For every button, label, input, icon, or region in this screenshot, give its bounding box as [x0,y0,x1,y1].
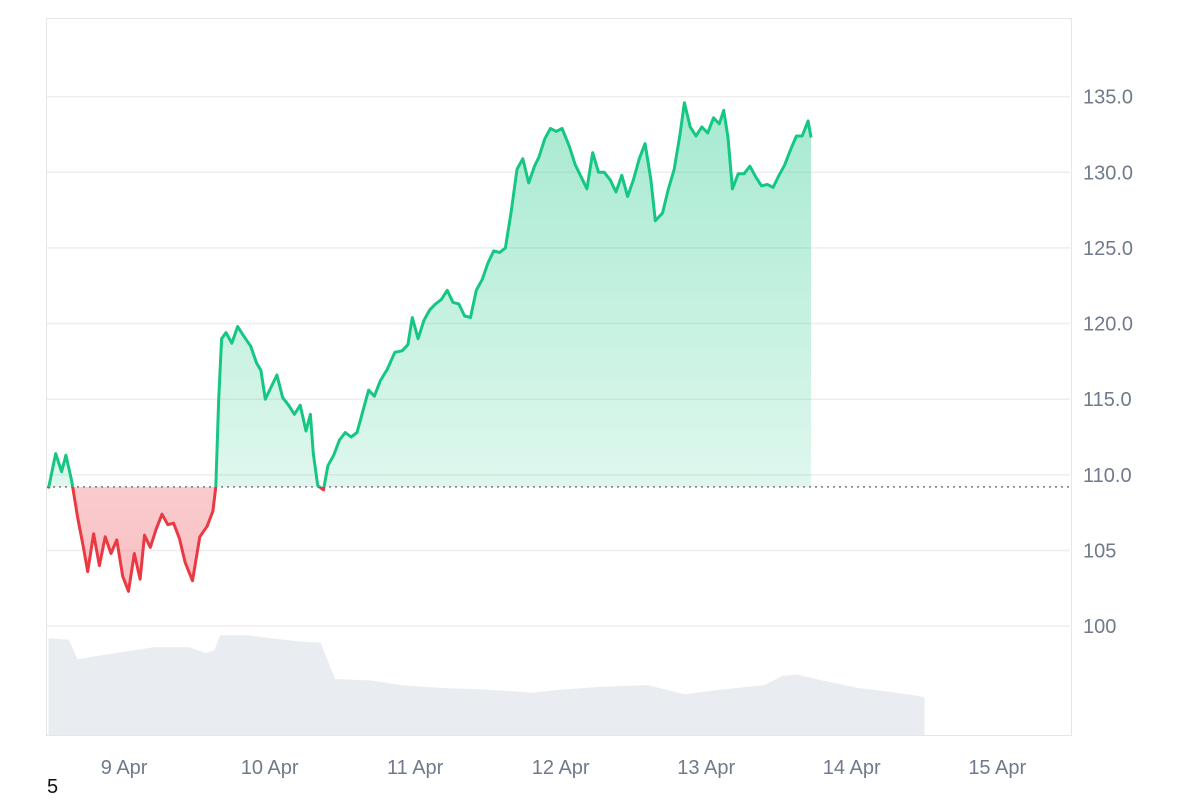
y-tick-label: 125.0 [1083,238,1133,260]
y-tick-label: 105 [1083,540,1116,562]
price-line-down [47,486,326,593]
x-tick-label: 9 Apr [101,757,148,779]
x-tick-label: 13 Apr [677,757,735,779]
y-tick-label: 110.0 [1083,465,1132,487]
y-axis: 135.0 130.0 125.0 120.0 115.0 110.0 105 100 [1083,87,1133,638]
up-area [48,102,811,487]
plot-border [46,18,1072,736]
price-fill [48,102,811,592]
down-area [48,486,325,592]
x-tick-label: 11 Apr [387,757,444,779]
price-line-up [47,101,813,487]
y-tick-label: 120.0 [1083,314,1133,336]
y-tick-label: 100 [1083,616,1116,638]
x-tick-label: 15 Apr [968,757,1026,779]
y-tick-label: 115.0 [1083,389,1132,411]
volume-area [48,635,925,735]
price-line [47,101,813,593]
y-tick-label: 130.0 [1083,162,1133,184]
y-tick-label: 135.0 [1083,87,1133,109]
x-tick-label: 14 Apr [823,757,881,779]
x-tick-label: 10 Apr [241,757,299,779]
volume-shape [48,635,925,735]
corner-label: 5 [47,776,59,798]
x-tick-label: 12 Apr [532,757,590,779]
x-axis: 9 Apr 10 Apr 11 Apr 12 Apr 13 Apr 14 Apr 15 Ap… [101,757,1027,779]
